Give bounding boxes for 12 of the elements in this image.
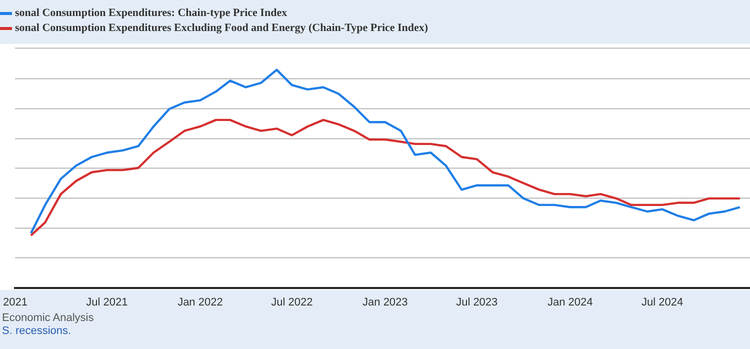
text: S. recessions. [2,325,72,338]
text: Economic Analysis [2,312,95,325]
x-tick-label: Jan 2023 [362,296,408,308]
x-tick-label: Jul 2021 [86,296,128,308]
x-tick-label: 2021 [2,296,28,308]
x-tick-label: Jan 2024 [547,296,593,308]
x-tick-label: Jul 2023 [456,296,498,308]
x-tick-label: Jan 2022 [178,296,223,308]
x-tick-label: Jul 2022 [271,296,313,308]
x-tick-label: Jul 2024 [642,296,684,308]
legend-label: sonal Consumption Expenditures Excluding Food and Energy (Chain-Type Price Index) [15,22,428,34]
legend-label: sonal Consumption Expenditures: Chain-type Price Index [15,7,288,19]
